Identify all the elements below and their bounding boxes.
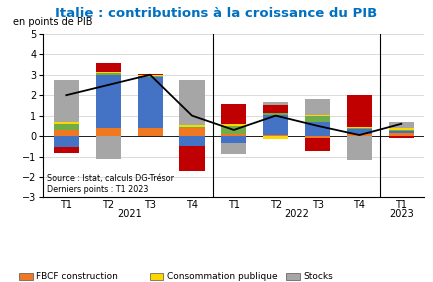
Bar bbox=[54, 130, 79, 136]
Bar bbox=[179, 125, 204, 127]
Bar bbox=[179, 128, 204, 136]
Bar bbox=[138, 128, 163, 136]
Bar bbox=[221, 136, 246, 143]
Bar bbox=[389, 128, 414, 130]
Bar bbox=[389, 130, 414, 131]
Bar bbox=[221, 126, 246, 134]
Bar bbox=[138, 77, 163, 128]
Text: Italie : contributions à la croissance du PIB: Italie : contributions à la croissance d… bbox=[55, 7, 378, 20]
Bar bbox=[179, 127, 204, 128]
Bar bbox=[347, 127, 372, 128]
Text: en points de PIB: en points de PIB bbox=[13, 17, 92, 27]
Bar bbox=[263, 114, 288, 135]
Bar bbox=[54, 147, 79, 153]
Bar bbox=[305, 99, 330, 114]
Bar bbox=[221, 104, 246, 124]
Bar bbox=[263, 136, 288, 139]
Bar bbox=[263, 105, 288, 113]
Bar bbox=[305, 116, 330, 122]
Bar bbox=[138, 76, 163, 77]
Bar bbox=[179, 80, 204, 125]
Bar bbox=[389, 136, 414, 138]
Bar bbox=[221, 134, 246, 136]
Text: 2023: 2023 bbox=[389, 209, 414, 219]
Bar bbox=[305, 122, 330, 136]
Bar bbox=[54, 124, 79, 130]
Bar bbox=[96, 128, 121, 136]
Bar bbox=[221, 143, 246, 155]
Bar bbox=[347, 128, 372, 129]
Bar bbox=[347, 129, 372, 134]
Text: Source : Istat, calculs DG-Trésor
Derniers points : T1 2023: Source : Istat, calculs DG-Trésor Dernie… bbox=[47, 174, 174, 194]
Bar bbox=[263, 135, 288, 136]
Bar bbox=[221, 124, 246, 126]
Bar bbox=[96, 75, 121, 128]
Bar bbox=[347, 134, 372, 136]
Bar bbox=[96, 73, 121, 75]
Bar bbox=[138, 74, 163, 75]
Bar bbox=[54, 80, 79, 122]
Bar bbox=[263, 113, 288, 114]
Bar bbox=[347, 136, 372, 160]
Bar bbox=[138, 75, 163, 76]
Bar bbox=[347, 95, 372, 127]
Bar bbox=[305, 114, 330, 116]
Bar bbox=[96, 136, 121, 158]
Bar bbox=[389, 131, 414, 133]
Bar bbox=[389, 133, 414, 136]
Text: 2022: 2022 bbox=[284, 209, 309, 219]
Text: 2021: 2021 bbox=[117, 209, 142, 219]
Bar bbox=[263, 102, 288, 105]
Bar bbox=[179, 146, 204, 171]
Bar bbox=[96, 72, 121, 73]
Bar bbox=[305, 138, 330, 151]
Bar bbox=[54, 122, 79, 124]
Legend: FBCF construction, Consommation privée, FBCF hors construction, Consommation pub: FBCF construction, Consommation privée, … bbox=[17, 271, 335, 282]
Bar bbox=[305, 136, 330, 138]
Bar bbox=[54, 136, 79, 147]
Bar bbox=[179, 136, 204, 146]
Bar bbox=[389, 122, 414, 128]
Bar bbox=[96, 63, 121, 72]
